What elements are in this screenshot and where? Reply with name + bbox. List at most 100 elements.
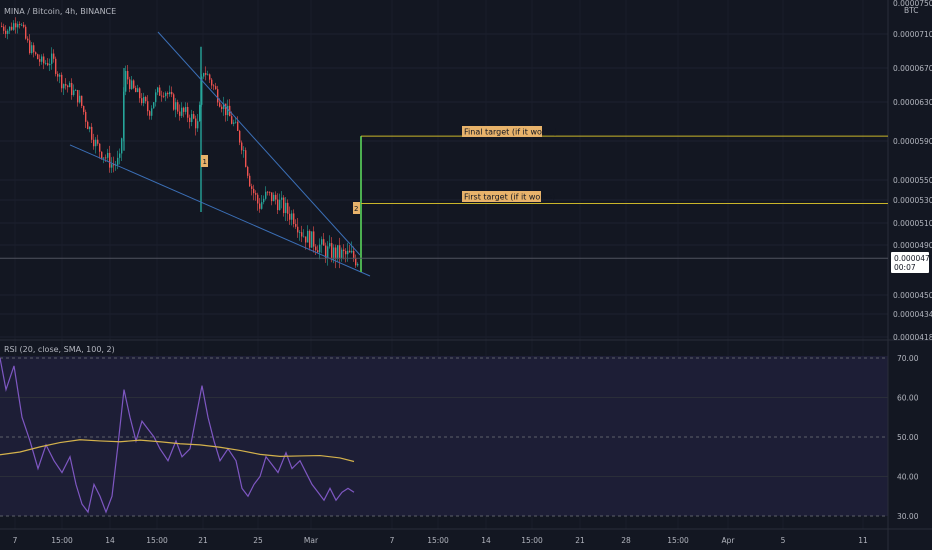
- candle-body: [345, 251, 347, 255]
- candle-body: [253, 188, 255, 194]
- candle-body: [91, 126, 93, 140]
- candle-body: [235, 121, 237, 123]
- candle-body: [317, 250, 319, 253]
- candle-body: [303, 236, 305, 238]
- marker-1[interactable]: 1: [201, 155, 208, 167]
- candle-body: [199, 104, 201, 122]
- candle-body: [3, 26, 5, 31]
- candle-body: [193, 114, 195, 119]
- candle-body: [335, 247, 337, 259]
- candle-body: [21, 24, 23, 26]
- marker-2[interactable]: 2: [353, 202, 360, 214]
- time-tick-label: 21: [575, 536, 585, 545]
- candle-body: [179, 111, 181, 116]
- candle-body: [31, 45, 33, 53]
- time-tick-label: 28: [621, 536, 631, 545]
- candle-body: [85, 111, 87, 122]
- final-target-label[interactable]: Final target (if it works): [462, 126, 557, 137]
- time-tick-label: Mar: [304, 536, 319, 545]
- candle-body: [217, 89, 219, 103]
- rsi-band: [0, 356, 888, 516]
- candle-body: [83, 105, 85, 112]
- candle-body: [355, 258, 357, 266]
- candle-body: [175, 102, 177, 110]
- candle-body: [151, 108, 153, 116]
- candle-body: [297, 226, 299, 233]
- rsi-ma-line[interactable]: [0, 439, 355, 463]
- candle-body: [261, 202, 263, 209]
- candle-body: [325, 245, 327, 258]
- rsi-tick-label: 40.00: [897, 473, 919, 482]
- candle-body: [313, 231, 315, 247]
- candle-body: [329, 243, 331, 247]
- candle-body: [341, 249, 343, 259]
- time-axis[interactable]: 7 15:00 14 15:00 21 25 Mar 7 15:00 14 15:00 21 28 15:…: [13, 536, 868, 545]
- candle-body: [213, 85, 215, 87]
- symbol-title[interactable]: MINA / Bitcoin, 4h, BINANCE: [4, 7, 116, 16]
- first-target-text: First target (if it works): [464, 193, 556, 202]
- candle-body: [319, 244, 321, 253]
- candle-body: [109, 152, 111, 168]
- candle-body: [75, 90, 77, 91]
- rsi-axis[interactable]: 70.00 60.00 50.00 40.00 30.00: [897, 354, 919, 521]
- candles: [1, 17, 359, 269]
- candle-body: [111, 164, 113, 168]
- candle-body: [69, 83, 71, 88]
- candle-body: [263, 198, 265, 203]
- rsi-tick-label: 70.00: [897, 354, 919, 363]
- candle-body: [205, 73, 207, 75]
- time-tick-label: 15:00: [667, 536, 689, 545]
- candle-body: [231, 116, 233, 124]
- candle-body: [343, 249, 345, 252]
- marker-2-text: 2: [354, 205, 358, 213]
- candle-body: [73, 90, 75, 96]
- candle-body: [103, 157, 105, 159]
- rsi-line[interactable]: [0, 357, 355, 514]
- candle-body: [277, 199, 279, 211]
- candle-body: [157, 87, 159, 93]
- candle-body: [349, 250, 351, 253]
- time-tick-label: Apr: [722, 536, 736, 545]
- candle-body: [347, 250, 349, 255]
- candle-body: [241, 142, 243, 151]
- candle-body: [107, 152, 109, 158]
- candle-body: [331, 243, 333, 260]
- time-tick-label: 15:00: [51, 536, 73, 545]
- candle-body: [97, 139, 99, 144]
- candle-body: [125, 70, 127, 92]
- candle-body: [119, 153, 121, 158]
- candle-body: [1, 26, 3, 27]
- time-tick-label: 7: [13, 536, 18, 545]
- candle-body: [129, 79, 131, 89]
- candle-body: [169, 91, 171, 95]
- candle-body: [147, 101, 149, 112]
- candle-body: [53, 53, 55, 59]
- candle-body: [279, 199, 281, 211]
- rsi-tick-label: 50.00: [897, 433, 919, 442]
- candle-body: [37, 54, 39, 60]
- first-target-label[interactable]: First target (if it works): [462, 191, 556, 202]
- candle-body: [163, 95, 165, 97]
- rsi-title[interactable]: RSI (20, close, SMA, 100, 2): [4, 345, 115, 354]
- candle-body: [45, 63, 47, 64]
- candle-body: [187, 106, 189, 118]
- upper-trendline[interactable]: [157, 31, 361, 256]
- candle-body: [137, 88, 139, 93]
- candle-body: [357, 263, 359, 266]
- candle-body: [353, 250, 355, 259]
- candle-body: [63, 84, 65, 89]
- candle-body: [81, 95, 83, 106]
- candle-body: [89, 126, 91, 130]
- lower-trendline[interactable]: [69, 144, 371, 277]
- candle-body: [61, 74, 63, 89]
- candle-body: [39, 59, 41, 62]
- candle-body: [239, 130, 241, 143]
